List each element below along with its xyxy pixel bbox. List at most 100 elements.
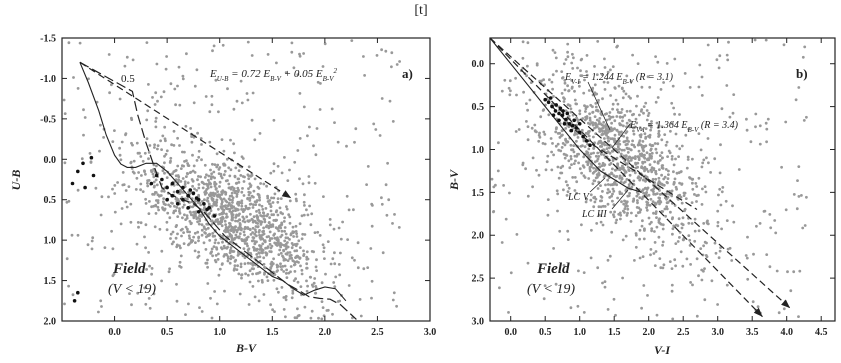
grey-point — [654, 210, 658, 214]
grey-point — [366, 165, 370, 168]
grey-point — [288, 215, 292, 219]
grey-point — [602, 120, 606, 124]
grey-point — [566, 50, 569, 54]
grey-point — [137, 171, 141, 174]
grey-point — [602, 124, 605, 127]
grey-point — [622, 148, 626, 152]
grey-point — [509, 89, 512, 93]
grey-point — [314, 291, 318, 295]
grey-point — [550, 150, 553, 154]
grey-point — [710, 279, 714, 283]
grey-point — [191, 184, 195, 188]
grey-point — [664, 143, 668, 147]
grey-point — [556, 132, 560, 135]
grey-point — [147, 212, 151, 216]
grey-point — [678, 147, 682, 151]
grey-point — [682, 194, 686, 198]
grey-point — [291, 291, 295, 295]
grey-point — [525, 102, 528, 105]
grey-point — [618, 190, 622, 194]
grey-point — [262, 226, 265, 230]
grey-point — [673, 57, 677, 61]
grey-point — [221, 43, 225, 47]
grey-point — [374, 128, 378, 131]
grey-point — [603, 280, 607, 283]
y-tick-label: 1.0 — [472, 145, 485, 156]
grey-point — [242, 217, 246, 221]
grey-point — [661, 240, 665, 244]
grey-point — [613, 139, 616, 143]
grey-point — [618, 166, 622, 170]
grey-point — [593, 65, 596, 68]
grey-point — [220, 138, 224, 142]
grey-point — [393, 213, 396, 216]
grey-point — [148, 264, 152, 268]
grey-point — [667, 173, 670, 177]
grey-point — [582, 271, 586, 274]
grey-point — [671, 227, 675, 231]
grey-point — [206, 282, 210, 285]
panel-a-frame — [61, 37, 431, 322]
grey-point — [605, 133, 608, 137]
grey-point — [695, 185, 699, 188]
grey-point — [234, 182, 238, 185]
grey-point — [591, 121, 595, 125]
grey-point — [213, 290, 217, 293]
grey-point — [213, 163, 217, 167]
grey-point — [247, 187, 250, 191]
grey-point — [320, 281, 324, 285]
grey-point — [321, 306, 325, 309]
grey-point — [256, 222, 260, 225]
grey-point — [162, 189, 166, 193]
grey-point — [683, 72, 687, 75]
grey-point — [198, 306, 201, 309]
grey-point — [247, 303, 251, 306]
grey-point — [280, 221, 284, 225]
grey-point — [302, 105, 306, 109]
grey-point — [629, 148, 633, 152]
grey-point — [248, 196, 252, 200]
grey-point — [156, 199, 160, 202]
grey-point — [241, 175, 245, 178]
grey-point — [203, 198, 206, 202]
grey-point — [597, 171, 601, 175]
grey-point — [688, 238, 692, 242]
grey-point — [217, 172, 221, 176]
grey-point — [661, 243, 664, 247]
grey-point — [703, 185, 707, 189]
grey-point — [175, 206, 179, 209]
grey-point — [296, 73, 300, 76]
grey-point — [248, 228, 252, 232]
grey-point — [596, 187, 600, 190]
grey-point — [223, 289, 226, 293]
grey-point — [754, 112, 758, 116]
grey-point — [215, 302, 219, 306]
grey-point — [179, 265, 183, 269]
grey-point — [158, 227, 162, 231]
grey-point — [653, 160, 656, 164]
grey-point — [308, 204, 311, 208]
grey-point — [282, 270, 286, 273]
grey-point — [110, 229, 113, 233]
grey-point — [596, 109, 600, 113]
grey-point — [620, 177, 624, 181]
grey-point — [687, 127, 691, 131]
grey-point — [797, 86, 801, 89]
grey-point — [302, 200, 306, 204]
grey-point — [651, 177, 655, 181]
grey-point — [782, 43, 786, 47]
grey-point — [543, 142, 547, 146]
grey-point — [298, 52, 301, 56]
grey-point — [569, 107, 573, 111]
grey-point — [191, 153, 194, 157]
grey-point — [224, 228, 227, 232]
black-point — [186, 206, 190, 210]
y-tick-label: 0.5 — [472, 102, 485, 113]
grey-point — [251, 206, 255, 209]
grey-point — [380, 202, 384, 206]
grey-point — [655, 151, 659, 155]
grey-point — [650, 144, 653, 148]
grey-point — [638, 237, 641, 241]
grey-point — [565, 154, 569, 157]
grey-point — [185, 214, 189, 218]
